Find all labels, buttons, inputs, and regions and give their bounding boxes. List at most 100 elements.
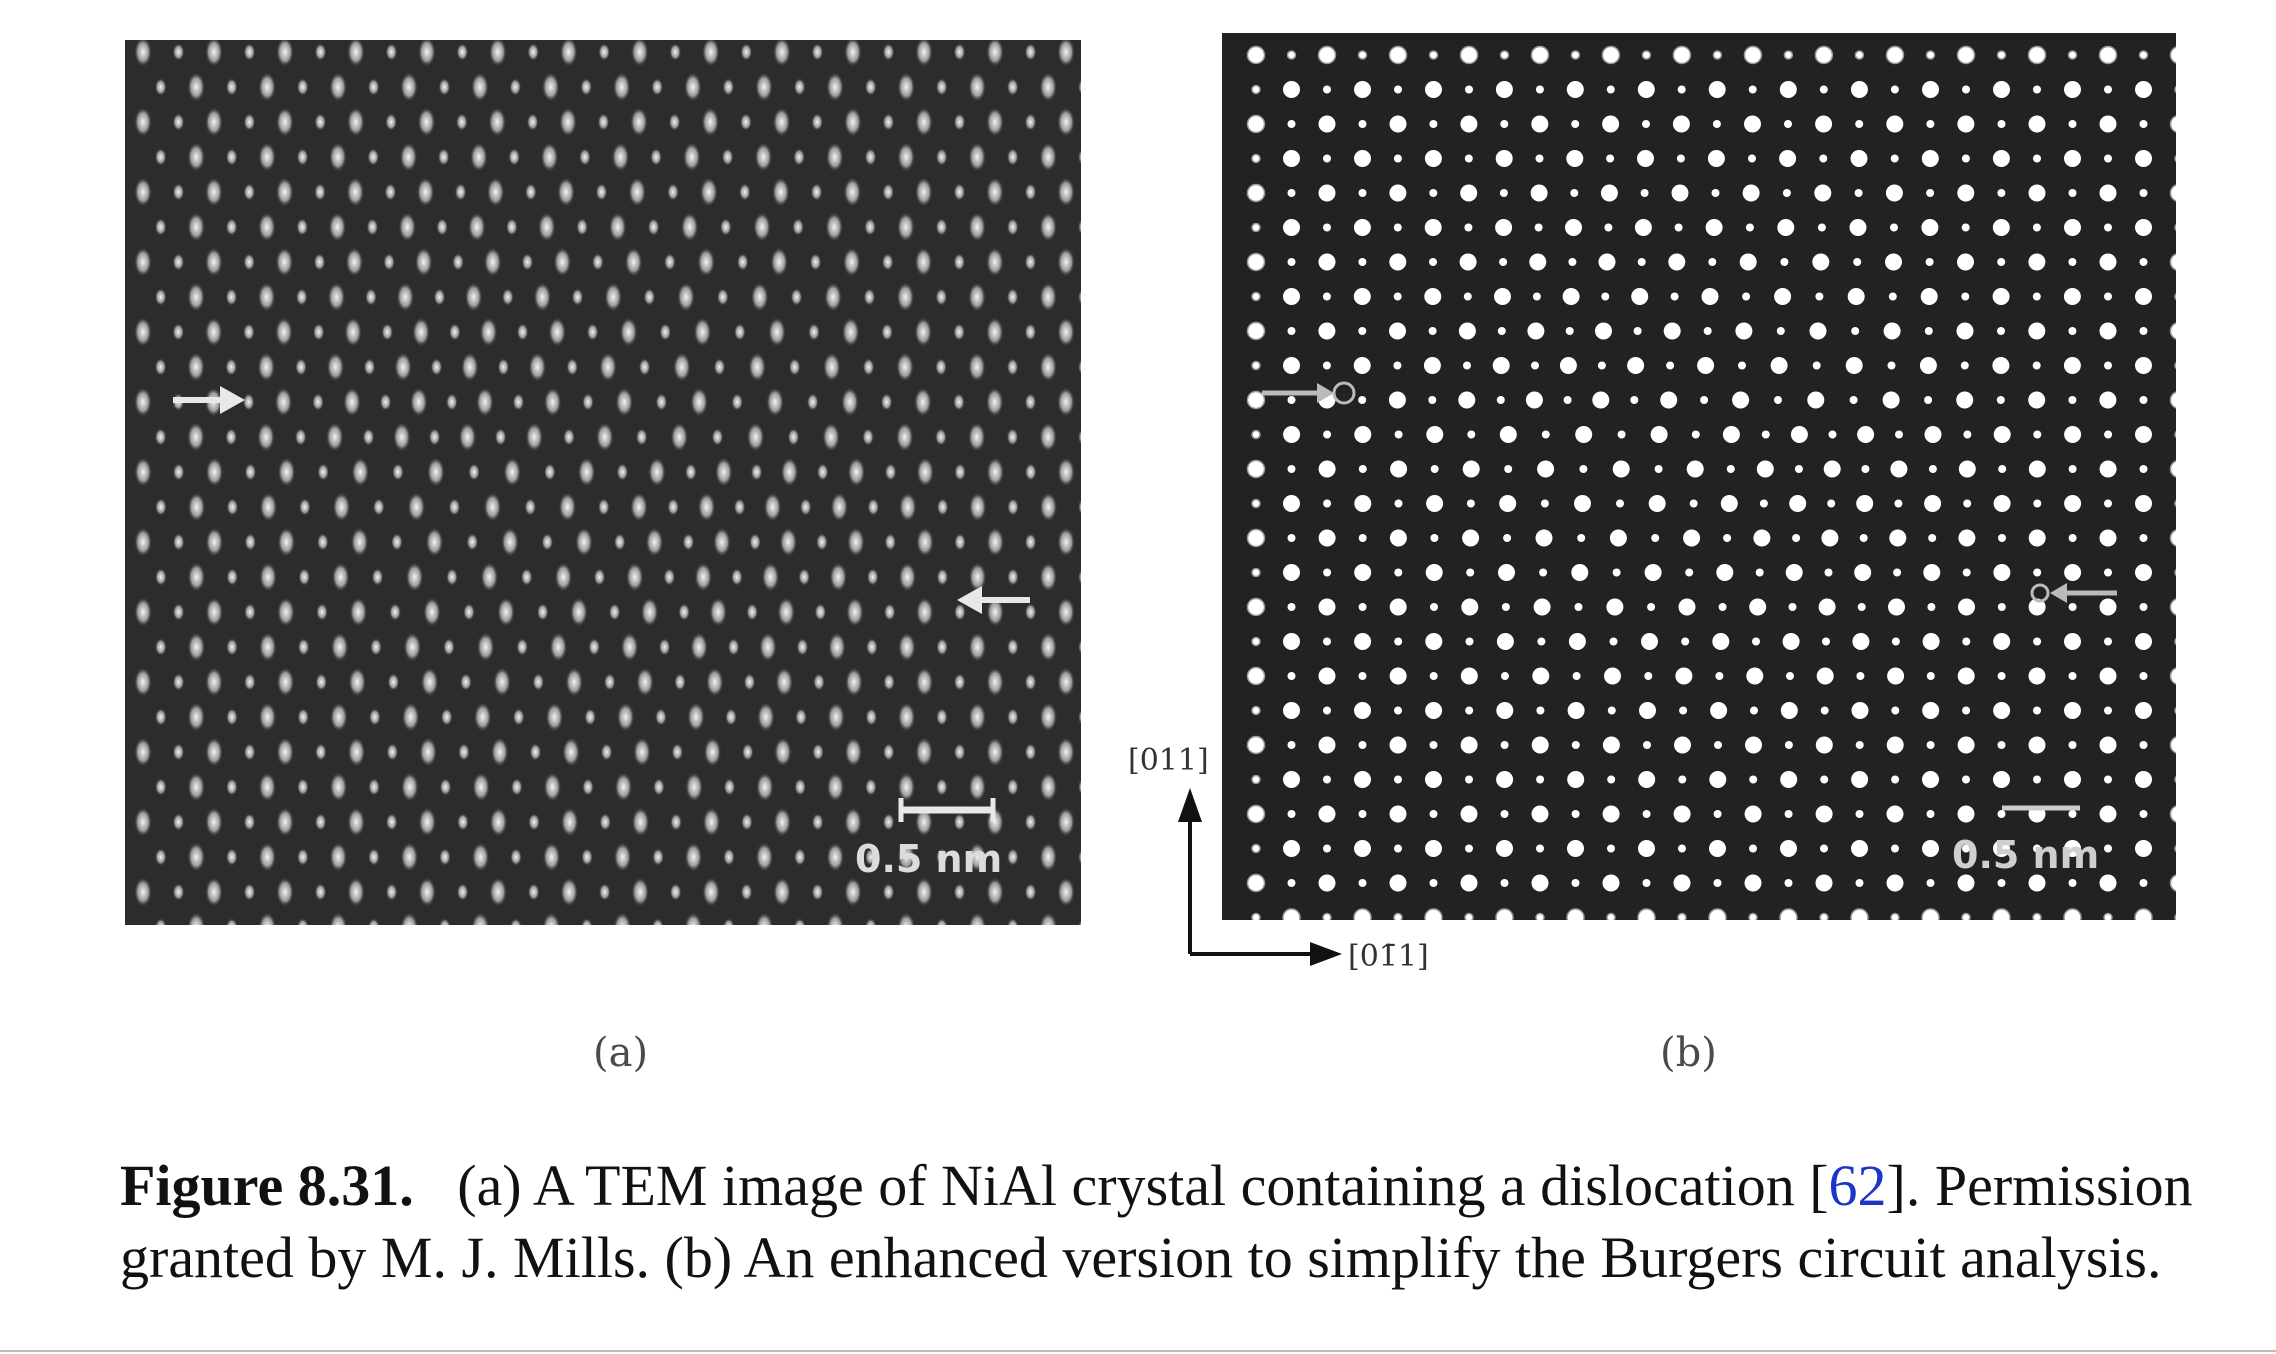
lattice-spot [916, 457, 935, 487]
lattice-spot [896, 352, 914, 382]
lattice-spot [830, 492, 849, 522]
lattice-atom [2064, 150, 2081, 167]
lattice-atom [1604, 667, 1621, 685]
lattice-spot [1039, 422, 1058, 452]
lattice-atom [1759, 499, 1768, 508]
page-bottom-divider [0, 1350, 2276, 1352]
lattice-atom [2068, 396, 2077, 404]
lattice-atom [1282, 908, 1301, 920]
lattice-spot [658, 638, 671, 656]
lattice-spot [452, 253, 465, 271]
lattice-atom [1318, 460, 1336, 478]
lattice-atom [1779, 908, 1798, 920]
lattice-atom [1459, 45, 1479, 65]
caption-text-1: (a) A TEM image of NiAl crystal containi… [457, 1153, 1829, 1218]
lattice-spot [276, 737, 295, 767]
lattice-atom [1571, 120, 1580, 128]
lattice-spot [459, 673, 472, 691]
lattice-atom [1851, 840, 1868, 857]
lattice-atom [1566, 150, 1584, 167]
lattice-spot [630, 107, 648, 137]
lattice-atom [2099, 598, 2117, 616]
lattice-spot [915, 877, 933, 907]
lattice-atom [1389, 598, 1407, 616]
lattice-spot [697, 492, 716, 522]
lattice-spot [466, 533, 479, 551]
lattice-spot [543, 387, 562, 417]
lattice-spot [654, 708, 667, 726]
lattice-atom [1458, 322, 1476, 340]
lattice-atom [1761, 430, 1770, 439]
lattice-atom [1957, 874, 1975, 892]
lattice-spot [346, 177, 365, 207]
lattice-atom [1358, 534, 1367, 542]
lattice-atom [1287, 465, 1296, 473]
lattice-spot [755, 72, 773, 102]
lattice-spot [274, 387, 293, 417]
lattice-spot [716, 288, 729, 306]
lattice-spot [787, 428, 800, 446]
lattice-atom [2139, 810, 2148, 818]
lattice-atom [1820, 706, 1829, 715]
lattice-atom [1570, 189, 1579, 197]
lattice-atom [1992, 357, 2010, 374]
lattice-atom [1786, 672, 1794, 680]
lattice-spot [385, 113, 398, 131]
lattice-spot [526, 113, 539, 131]
lattice-atom [1530, 184, 1548, 202]
lattice-spot [884, 533, 897, 551]
lattice-spot [276, 877, 294, 907]
lattice-spot [816, 463, 829, 481]
lattice-atom [1726, 465, 1735, 473]
lattice-atom [1861, 465, 1870, 473]
lattice-atom [1894, 499, 1903, 508]
lattice-spot [914, 107, 933, 137]
lattice-spot [367, 918, 380, 925]
lattice-spot [225, 708, 238, 726]
lattice-spot [722, 918, 735, 925]
lattice-atom [1957, 805, 1975, 823]
lattice-spot [793, 78, 806, 96]
lattice-atom [2028, 874, 2046, 892]
lattice-atom [1885, 253, 1902, 271]
lattice-atom [1317, 45, 1337, 65]
lattice-spot [1057, 527, 1076, 557]
lattice-spot [297, 638, 310, 656]
lattice-atom [1465, 775, 1473, 784]
lattice-atom [1496, 702, 1514, 719]
lattice-spot [298, 498, 311, 516]
lattice-atom [2104, 85, 2112, 94]
lattice-spot [476, 632, 495, 662]
lattice-atom [1354, 633, 1372, 650]
lattice-atom [1559, 357, 1577, 374]
lattice-atom [2174, 568, 2176, 577]
lattice-spot [314, 113, 327, 131]
lattice-spot [259, 562, 278, 592]
lattice-atom [1358, 327, 1367, 335]
lattice-spot [379, 393, 392, 411]
lattice-spot [584, 708, 597, 726]
lattice-spot [1057, 317, 1075, 347]
lattice-atom [1465, 637, 1474, 646]
lattice-spot [543, 772, 562, 802]
lattice-spot [351, 457, 370, 487]
lattice-atom [1677, 912, 1687, 920]
lattice-spot [843, 40, 862, 67]
lattice-atom [1809, 322, 1827, 340]
citation-link[interactable]: 62 [1828, 1153, 1887, 1218]
lattice-atom [1496, 396, 1505, 404]
lattice-atom [1634, 219, 1652, 236]
lattice-atom [2139, 120, 2148, 128]
lattice-atom [1784, 810, 1793, 818]
lattice-atom [1744, 874, 1762, 892]
lattice-atom [1566, 81, 1584, 98]
lattice-spot [344, 317, 363, 347]
lattice-atom [1496, 840, 1513, 857]
lattice-spot [510, 848, 522, 866]
lattice-spot [598, 43, 611, 61]
lattice-atom [1540, 499, 1549, 508]
lattice-spot [326, 352, 345, 382]
lattice-spot [953, 673, 966, 691]
lattice-atom [2028, 598, 2046, 616]
lattice-spot [172, 253, 185, 271]
